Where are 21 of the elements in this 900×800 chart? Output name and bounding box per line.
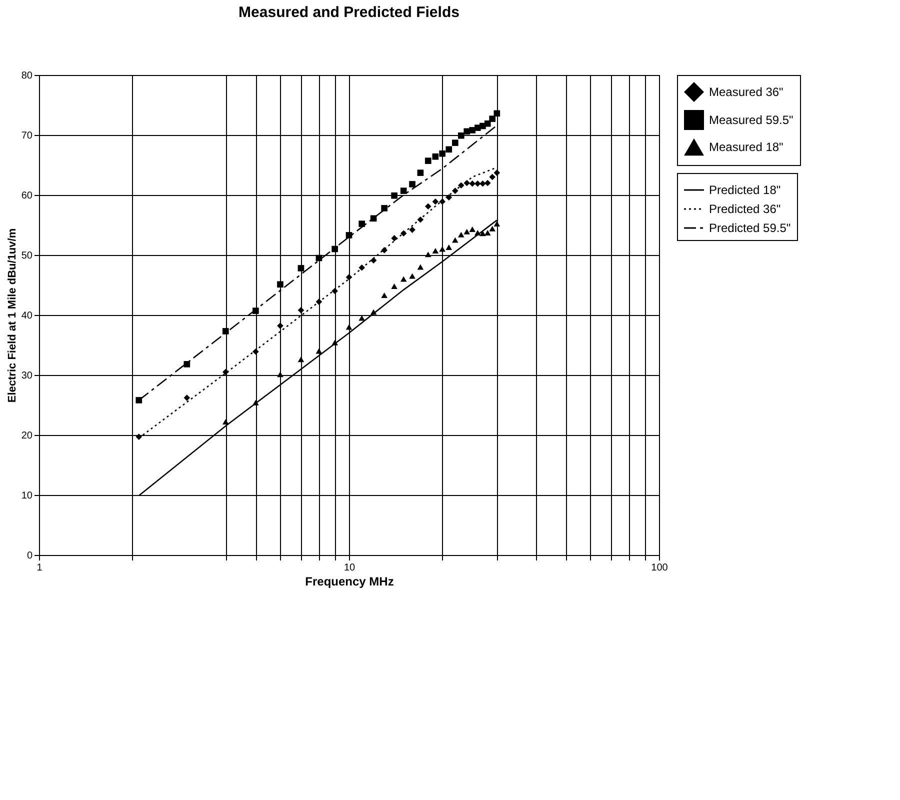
y-tick-label: 60 xyxy=(21,190,33,202)
y-tick-label: 70 xyxy=(21,130,33,142)
x-tick-label: 100 xyxy=(651,562,668,574)
y-tick-label: 10 xyxy=(21,490,33,502)
y-tick-label: 0 xyxy=(26,550,33,562)
y-tick-label: 50 xyxy=(21,250,33,262)
x-axis-title: Frequency MHz xyxy=(305,574,394,588)
legend-label: Predicted 59.5" xyxy=(709,221,791,235)
x-tick-label: 10 xyxy=(344,562,356,574)
y-tick-label: 40 xyxy=(21,310,33,322)
legend-label: Measured 36" xyxy=(709,85,784,99)
y-tick-label: 80 xyxy=(21,70,33,82)
legend-label: Predicted 18" xyxy=(709,183,781,197)
x-tick-label: 1 xyxy=(36,562,43,574)
y-tick-label: 30 xyxy=(21,370,33,382)
y-axis-title: Electric Field at 1 Mile dBu/1uv/m xyxy=(6,228,18,403)
legend-label: Measured 18" xyxy=(709,140,784,154)
chart-title: Measured and Predicted Fields xyxy=(238,4,460,21)
legend-label: Measured 59.5" xyxy=(709,113,794,127)
legend-label: Predicted 36" xyxy=(709,202,781,216)
y-tick-label: 20 xyxy=(21,430,33,442)
